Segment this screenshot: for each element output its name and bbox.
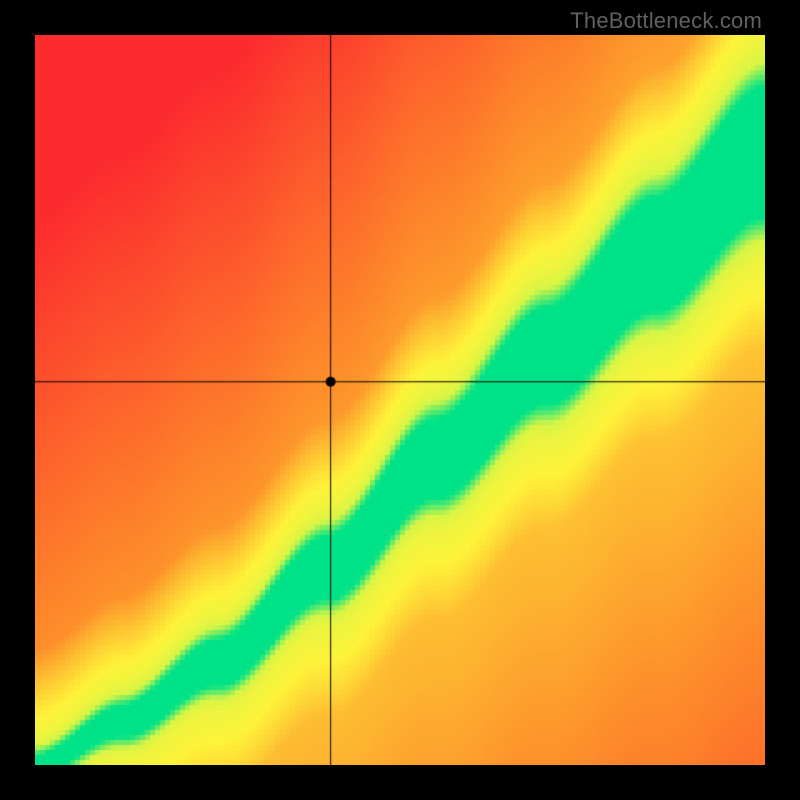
bottleneck-heatmap-chart [35, 35, 765, 765]
heatmap-canvas [35, 35, 765, 765]
watermark-text: TheBottleneck.com [570, 8, 762, 34]
